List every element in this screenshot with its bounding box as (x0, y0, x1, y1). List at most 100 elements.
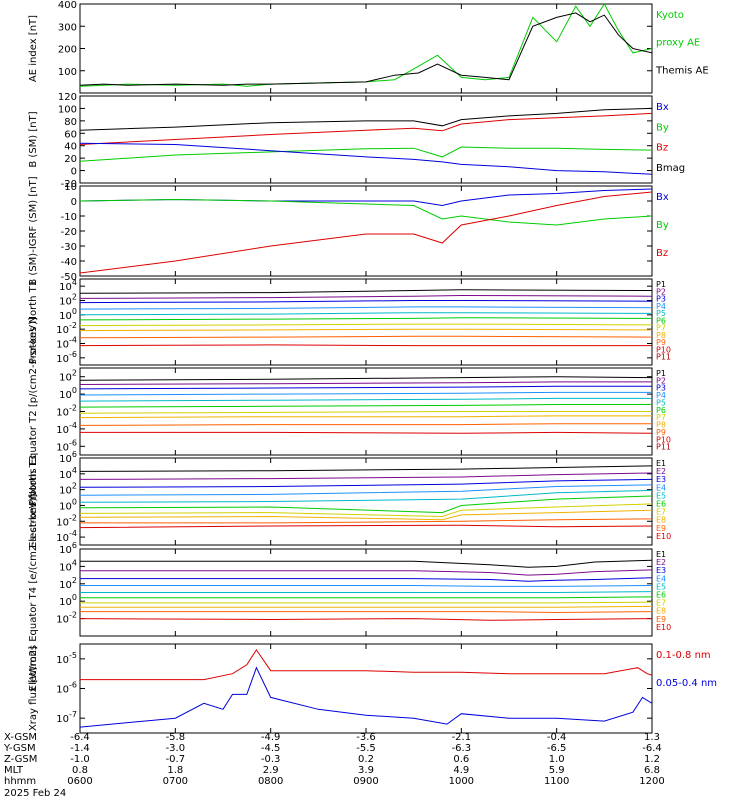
legend-entry: By (656, 122, 669, 133)
series-line-7 (80, 605, 652, 608)
series-line-0 (80, 648, 652, 681)
series-line-3 (80, 484, 652, 496)
y-tick-label: 10-4 (56, 336, 77, 351)
row-value: -6.5 (547, 743, 567, 754)
series-line-0 (80, 465, 652, 472)
series-line-8 (80, 611, 652, 614)
series-line-9 (80, 618, 652, 621)
y-tick-label: 102 (59, 482, 77, 497)
legend-entry: Bz (656, 248, 668, 259)
y-tick-label: 102 (59, 369, 77, 384)
row-value: 4.9 (453, 765, 469, 776)
legend-entry: P3 (656, 295, 666, 304)
legend-entry: E6 (656, 500, 666, 509)
row-value: -6.4 (70, 732, 90, 743)
series-line-4 (80, 591, 652, 593)
y-tick-label: 10-7 (56, 710, 77, 725)
row-value: -4.9 (261, 732, 281, 743)
series-line-9 (80, 344, 652, 347)
row-value: 0600 (67, 776, 92, 787)
legend-entry: E1 (656, 550, 666, 559)
y-tick-label: 400 (58, 0, 77, 11)
y-tick-label: 60 (64, 129, 77, 140)
panel-frame (79, 278, 653, 366)
y-tick-label: -20 (61, 179, 77, 190)
legend-entry: P10 (656, 435, 671, 444)
legend-entry: P1 (656, 369, 666, 378)
legend-entry: E2 (656, 467, 666, 476)
y-axis-label: Electrons North T3 (28, 455, 39, 548)
row-value: 1.3 (644, 732, 660, 743)
row-value: 1.8 (167, 765, 183, 776)
legend-entry: P9 (656, 338, 666, 347)
y-tick-label: 104 (59, 278, 77, 293)
series-line-1 (80, 198, 652, 226)
series-line-3 (80, 142, 652, 175)
y-tick-label: 102 (59, 576, 77, 591)
legend-entry: P5 (656, 309, 666, 318)
date-label: 2025 Feb 24 (4, 788, 66, 799)
row-value: -6.3 (452, 743, 472, 754)
legend-entry: E5 (656, 491, 666, 500)
row-value: 1200 (639, 776, 664, 787)
row-value: 1.2 (644, 754, 660, 765)
row-value: -2.1 (452, 732, 472, 743)
y-tick-label: 102 (59, 293, 77, 308)
y-tick-label: 106 (59, 450, 77, 465)
y-tick-label: 10-6 (56, 350, 77, 365)
row-value: -3.6 (356, 732, 376, 743)
row-value: -1.4 (70, 743, 90, 754)
series-line-4 (80, 397, 652, 402)
row-label: Z-GSM (4, 754, 37, 765)
series-line-2 (80, 385, 652, 390)
panel-frame (79, 643, 653, 734)
y-tick-label: 300 (58, 22, 77, 33)
series-line-2 (80, 577, 652, 582)
series-line-0 (80, 4, 652, 87)
legend-entry: P11 (656, 443, 671, 452)
y-tick-label: 80 (64, 117, 77, 128)
y-tick-label: 0 (71, 197, 77, 208)
series-line-4 (80, 312, 652, 316)
legend-entry: P8 (656, 421, 666, 430)
legend-entry: 0.1-0.8 nm (656, 650, 711, 661)
series-line-8 (80, 518, 652, 524)
row-value: -0.3 (261, 754, 281, 765)
series-line-9 (80, 431, 652, 434)
y-tick-label: 10-2 (56, 513, 77, 528)
legend-entry: E9 (656, 615, 666, 624)
series-line-1 (80, 12, 652, 86)
row-label: MLT (4, 765, 24, 776)
series-line-6 (80, 503, 652, 518)
y-axis-label: Protons Equator T2 [p/(cm2-s-sr-keV)] (28, 317, 39, 506)
ephemeris-table: X-GSM -6.4 -5.8 -4.9 -3.6 -2.1 -0.4 1.3 Y-GSM -1.… (3, 732, 665, 799)
series-line-5 (80, 317, 652, 321)
legend-entry: P5 (656, 398, 666, 407)
y-tick-label: 10-2 (56, 404, 77, 419)
row-value: -0.4 (547, 732, 567, 743)
y-tick-label: 10-5 (56, 651, 77, 666)
legend-entry: E7 (656, 508, 666, 517)
legend-entry: P2 (656, 376, 666, 385)
series-line-1 (80, 666, 652, 728)
y-tick-label: 100 (59, 386, 77, 401)
y-tick-label: -30 (61, 242, 77, 253)
legend-entry: Bx (656, 102, 669, 113)
y-axis-label: B (SM)-IGRF (SM) [nT] (28, 176, 39, 285)
series-line-8 (80, 335, 652, 339)
row-value: 0.2 (358, 754, 374, 765)
row-label: hhmm (4, 776, 36, 787)
series-line-6 (80, 323, 652, 327)
legend-entry: P7 (656, 324, 666, 333)
legend-entry: P9 (656, 428, 666, 437)
legend-entry: E9 (656, 524, 666, 533)
y-tick-label: 10-2 (56, 611, 77, 626)
legend-entry: E4 (656, 483, 666, 492)
series-line-5 (80, 495, 652, 514)
legend-entry: E3 (656, 566, 666, 575)
panel-frame (79, 3, 653, 94)
y-tick-label: -40 (61, 257, 77, 268)
